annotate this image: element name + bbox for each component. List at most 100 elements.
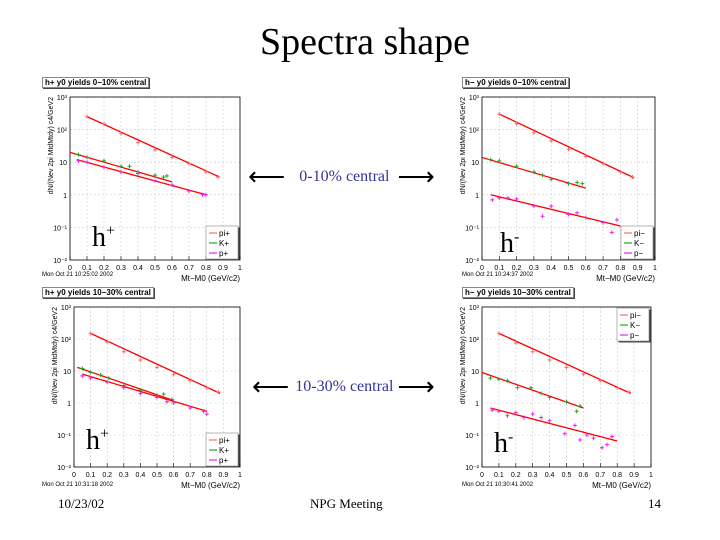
y-tick-label: 10⁻² [53, 258, 67, 265]
annotation-0-10: ⟵ 0-10% central ⟶ [248, 164, 435, 190]
data-point [136, 140, 140, 145]
x-tick-label: 0.9 [218, 265, 228, 272]
x-tick-label: 0.3 [116, 265, 126, 272]
x-tick-label: 0.1 [86, 472, 96, 479]
data-point [153, 147, 157, 152]
fit-line [481, 371, 584, 409]
label-text: h [494, 428, 508, 459]
y-axis-label: dN/(Nev 2pi MtdMtdy) c4/GeV2 [460, 307, 467, 404]
data-point [615, 385, 620, 390]
x-tick-label: 0.7 [185, 472, 195, 479]
x-tick-label: 0.6 [579, 472, 589, 479]
data-point [578, 437, 583, 442]
data-point [170, 182, 174, 187]
data-point [564, 399, 569, 404]
data-point [630, 175, 635, 180]
y-axis-label: dN/(Nev 2pi MtdMtdy) c4/GeV2 [52, 307, 59, 404]
fit-line [499, 113, 635, 179]
data-point [583, 215, 588, 220]
annotation-10-30: ⟵ 10-30% central ⟶ [252, 374, 435, 400]
y-tick-label: 10³ [61, 305, 72, 312]
x-tick-label: 0.8 [616, 265, 626, 272]
x-tick-label: 0.3 [528, 472, 538, 479]
data-point [549, 177, 554, 182]
h-minus-label: h- [494, 428, 513, 460]
data-point [601, 220, 606, 225]
plot-frame [69, 96, 241, 261]
h-minus-label: h- [500, 228, 519, 260]
data-point [153, 178, 157, 183]
data-point [547, 358, 552, 363]
data-point [522, 415, 527, 420]
x-tick-label: 0.7 [598, 265, 608, 272]
legend-label: pi− [634, 229, 645, 238]
data-point [566, 147, 571, 152]
x-axis-label: Mt−M0 (GeV/c2) [592, 481, 651, 490]
x-tick-label: 0.3 [119, 472, 129, 479]
data-point [170, 155, 174, 160]
data-point [591, 436, 596, 441]
data-point [618, 170, 623, 175]
data-point [514, 164, 519, 169]
x-tick-label: 0.7 [595, 472, 605, 479]
data-point [216, 390, 221, 395]
data-point [187, 189, 191, 194]
x-tick-label: 0.5 [562, 472, 572, 479]
data-point [566, 212, 571, 217]
x-tick-label: 0.4 [545, 472, 555, 479]
x-tick-label: 0 [68, 265, 72, 272]
data-point [614, 217, 619, 222]
x-axis-label: Mt−M0 (GeV/c2) [181, 481, 240, 490]
data-point [171, 372, 176, 377]
data-point [529, 385, 534, 390]
data-point [539, 415, 544, 420]
data-point [609, 230, 614, 235]
data-point [497, 195, 502, 200]
x-tick-label: 0 [480, 265, 484, 272]
data-point [200, 192, 205, 197]
y-tick-label: 10⁻² [465, 258, 479, 265]
y-tick-label: 10⁻¹ [53, 225, 67, 232]
x-tick-label: 0.8 [202, 472, 212, 479]
data-point [564, 365, 569, 370]
data-point [171, 401, 176, 405]
data-point [540, 214, 545, 219]
x-axis-label: Mt−M0 (GeV/c2) [181, 274, 240, 283]
x-tick-label: 0.4 [133, 265, 143, 272]
data-point [188, 405, 193, 410]
data-point [204, 170, 208, 175]
fit-line [77, 366, 174, 402]
data-point [562, 431, 567, 436]
y-tick-label: 1 [475, 401, 479, 408]
data-point [138, 391, 143, 396]
h-plus-label: h+ [92, 222, 115, 254]
y-tick-label: 10 [63, 369, 71, 376]
data-point [204, 385, 209, 390]
fit-line [82, 373, 207, 412]
plot-frame [481, 96, 656, 261]
data-point [119, 131, 123, 136]
x-tick-label: 0.2 [102, 472, 112, 479]
data-point [105, 380, 110, 385]
data-point [599, 445, 604, 450]
y-tick-label: 10⁻² [465, 465, 479, 472]
data-point [98, 372, 103, 377]
plot-h-plus-0-10: 0 0.1 0.2 0.3 0.4 0.5 0.6 0.7 0.8 0.9 1 10⁻² 10⁻¹ 1 10… [40, 75, 250, 285]
data-point [531, 170, 536, 175]
x-tick-label: 0.3 [529, 265, 539, 272]
y-tick-label: 10³ [469, 305, 480, 312]
data-point [547, 418, 552, 423]
data-point [138, 358, 143, 363]
y-axis-label: dN/(Nev 2pi MtdMtdy) c4/GeV2 [460, 97, 467, 194]
data-point [610, 434, 615, 439]
data-point [575, 210, 580, 215]
data-point [201, 409, 206, 414]
x-tick-label: 0.1 [494, 265, 504, 272]
data-point [514, 121, 519, 126]
x-axis-label: Mt−M0 (GeV/c2) [596, 274, 655, 283]
data-point [76, 152, 81, 157]
x-tick-label: 0.8 [612, 472, 622, 479]
data-point [490, 197, 495, 202]
data-point [80, 373, 85, 378]
label-text: h [500, 228, 514, 259]
